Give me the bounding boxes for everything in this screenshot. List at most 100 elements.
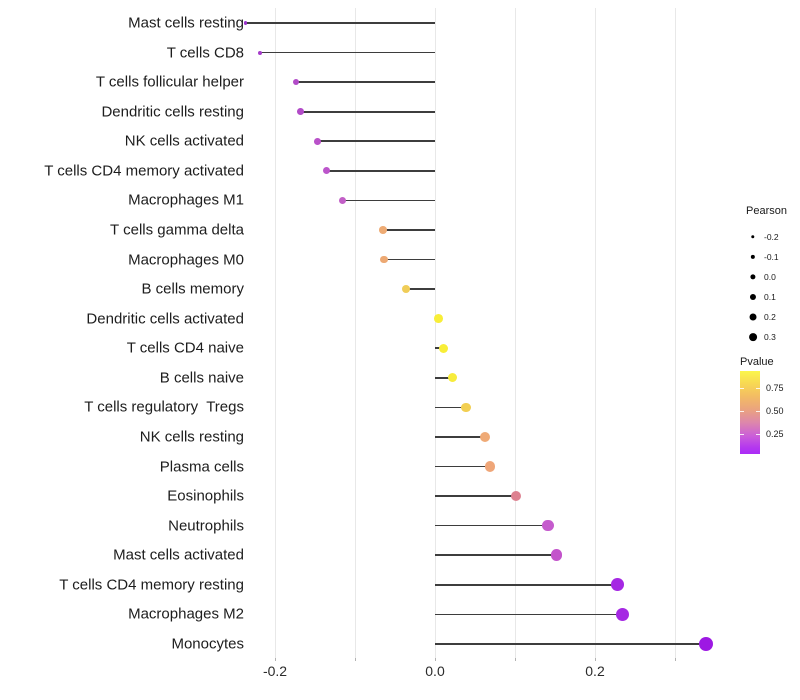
size-legend-label: 0.0 (764, 272, 776, 282)
lollipop-dot (297, 108, 304, 116)
category-label: Macrophages M0 (128, 251, 244, 269)
size-legend-dot (750, 274, 756, 280)
size-legend-label: 0.2 (764, 312, 776, 322)
axis-tick (514, 658, 516, 661)
gridline (434, 8, 436, 658)
x-tick-label: -0.2 (262, 663, 288, 679)
category-label: T cells CD8 (166, 44, 244, 62)
lollipop-dot (338, 196, 346, 205)
size-legend-dot (749, 293, 757, 301)
pvalue-bar-tick (756, 411, 760, 412)
lollipop-dot (461, 402, 471, 413)
lollipop-dot (448, 373, 458, 383)
category-label: Monocytes (171, 635, 244, 653)
axis-tick (674, 658, 676, 661)
category-label: T cells CD4 memory resting (59, 576, 244, 594)
pvalue-bar-tick (756, 388, 760, 389)
lollipop-stem (435, 406, 467, 409)
lollipop-dot (433, 314, 443, 324)
category-label: Neutrophils (168, 517, 244, 535)
category-label: Dendritic cells activated (86, 310, 244, 328)
lollipop-stem (435, 495, 516, 497)
size-legend-label: -0.2 (764, 232, 779, 242)
pvalue-legend-title: Pvalue (740, 356, 774, 368)
lollipop-stem (245, 22, 435, 24)
lollipop-stem (317, 140, 435, 143)
pvalue-bar-tick (740, 411, 744, 412)
pearson-legend-title: Pearson (746, 205, 787, 217)
category-label: T cells CD4 naive (126, 339, 244, 357)
size-legend-dot (750, 254, 756, 260)
axis-tick (274, 658, 276, 661)
lollipop-dot (699, 636, 714, 652)
lollipop-dot (611, 578, 624, 592)
category-label: T cells regulatory Tregs (84, 398, 244, 416)
lollipop-dot (322, 167, 330, 175)
category-label: NK cells activated (124, 132, 244, 150)
category-label: T cells gamma delta (110, 221, 244, 239)
lollipop-dot (615, 607, 629, 621)
category-label: Macrophages M2 (128, 605, 244, 623)
gridline (514, 8, 516, 658)
lollipop-dot (510, 490, 522, 502)
lollipop-stem (295, 81, 435, 83)
pvalue-bar-tick (740, 433, 744, 435)
size-legend-dot (749, 333, 757, 341)
lollipop-dot (257, 50, 262, 55)
category-label: B cells naive (159, 369, 244, 387)
pvalue-tick-label: 0.75 (766, 383, 784, 393)
category-label: T cells CD4 memory activated (44, 162, 244, 180)
lollipop-stem (435, 643, 707, 645)
lollipop-stem (435, 465, 491, 468)
lollipop-stem (383, 258, 435, 261)
pvalue-bar-tick (740, 388, 744, 389)
pvalue-bar-tick (756, 433, 760, 435)
pvalue-color-legend: Pvalue 0.75 0.50 0.25 (740, 356, 784, 454)
lollipop-dot (550, 549, 563, 562)
gridline (674, 8, 676, 658)
pvalue-tick-label: 0.25 (766, 428, 784, 439)
size-legend-label: -0.1 (764, 252, 779, 262)
category-label: Mast cells activated (113, 546, 244, 564)
lollipop-dot (402, 285, 411, 294)
lollipop-stem (342, 199, 435, 202)
lollipop-dot (485, 461, 496, 472)
size-legend-label: 0.1 (764, 292, 776, 302)
pearson-size-legend: Pearson -0.2 -0.1 0.0 0.1 0.2 0.3 (746, 205, 787, 342)
gridline (594, 8, 596, 658)
lollipop-dot (379, 255, 388, 264)
size-legend-dot (751, 235, 755, 239)
lollipop-dot (379, 226, 387, 234)
lollipop-stem (326, 170, 435, 172)
gridline (354, 8, 356, 658)
category-label: NK cells resting (139, 428, 244, 446)
lollipop-dot (243, 21, 247, 25)
category-label: Plasma cells (159, 458, 244, 476)
size-legend-dot (749, 313, 757, 321)
axis-tick (354, 658, 356, 661)
category-label: Mast cells resting (128, 14, 244, 32)
category-label: Eosinophils (167, 487, 244, 505)
size-legend-label: 0.3 (764, 332, 776, 342)
lollipop-dot (542, 519, 554, 532)
lollipop-dot (314, 137, 321, 145)
lollipop-stem (259, 51, 435, 54)
lollipop-dot (292, 78, 299, 86)
lollipop-stem (435, 377, 453, 379)
pvalue-tick-label: 0.50 (766, 406, 784, 416)
category-label: T cells follicular helper (95, 73, 244, 91)
pvalue-gradient-bar (740, 371, 760, 454)
category-label: Dendritic cells resting (101, 103, 244, 121)
lollipop-stem (300, 110, 435, 113)
x-tick-label: 0.2 (585, 663, 605, 679)
lollipop-stem (435, 436, 485, 438)
axis-tick (594, 658, 596, 661)
lollipop-stem (435, 524, 548, 527)
lollipop-dot (479, 431, 490, 442)
lollipop-stem (435, 584, 618, 586)
axis-tick (434, 658, 436, 661)
gridline (274, 8, 276, 658)
lollipop-stem (383, 229, 435, 231)
lollipop-dot (439, 343, 449, 353)
